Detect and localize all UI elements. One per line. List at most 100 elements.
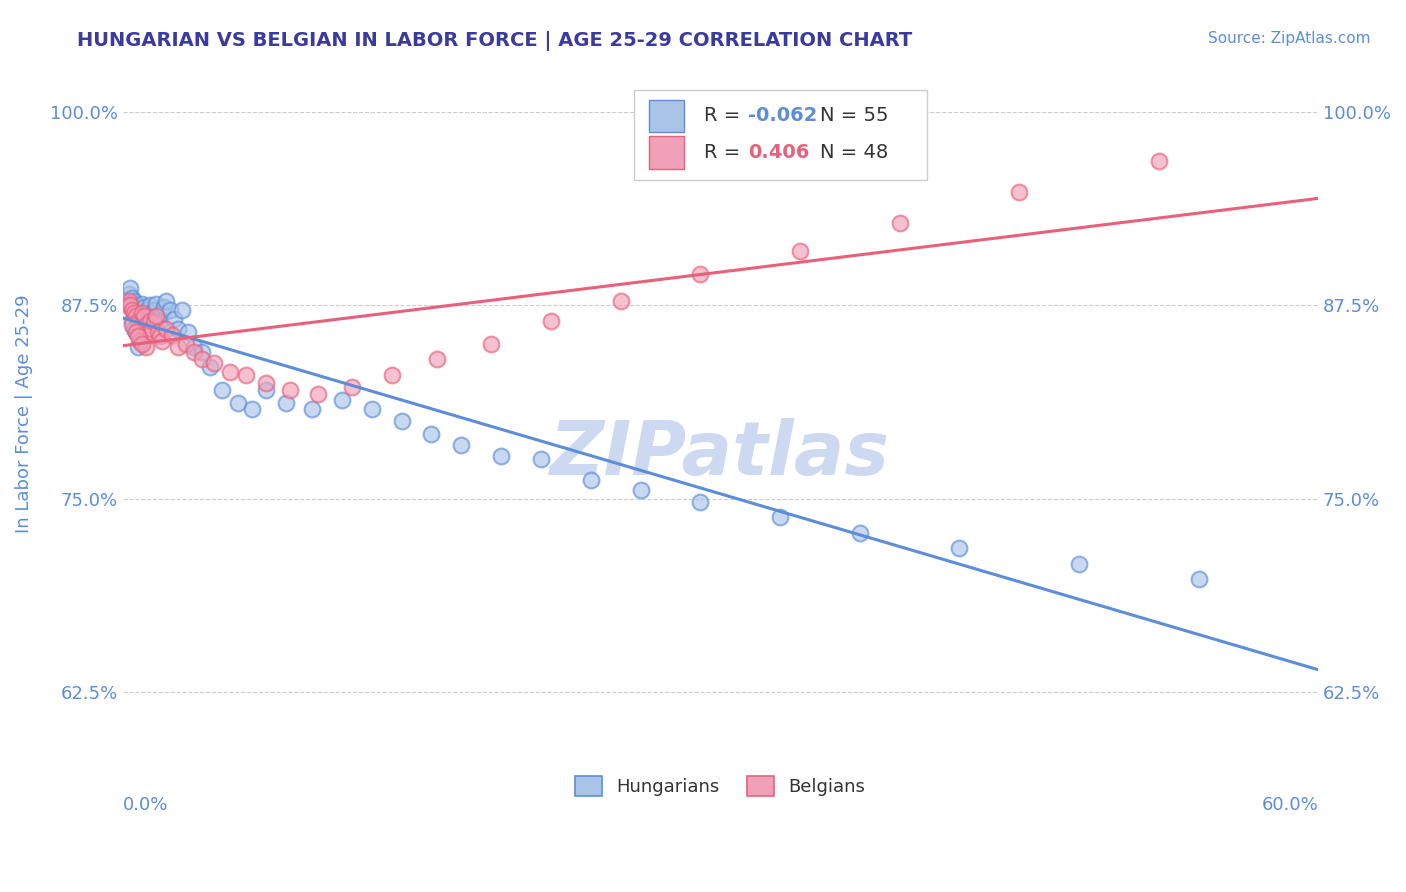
Point: [162, 327, 184, 342]
Point: [121, 318, 143, 333]
Point: [139, 298, 162, 312]
Point: [200, 360, 222, 375]
Point: [540, 314, 562, 328]
Point: [117, 293, 139, 308]
Point: [889, 216, 911, 230]
Point: [689, 495, 711, 509]
Point: [121, 302, 143, 317]
Point: [301, 402, 323, 417]
Text: HUNGARIAN VS BELGIAN IN LABOR FORCE | AGE 25-29 CORRELATION CHART: HUNGARIAN VS BELGIAN IN LABOR FORCE | AG…: [77, 31, 912, 51]
Point: [134, 300, 156, 314]
Point: [129, 318, 152, 333]
Point: [141, 306, 163, 320]
Point: [489, 449, 512, 463]
Point: [789, 244, 811, 258]
Point: [150, 306, 173, 320]
Point: [143, 302, 166, 317]
Point: [211, 384, 233, 398]
Point: [307, 386, 329, 401]
Point: [479, 337, 502, 351]
Point: [254, 376, 277, 390]
Point: [769, 510, 792, 524]
Point: [360, 402, 382, 417]
Point: [202, 355, 225, 369]
Point: [274, 396, 297, 410]
Point: [115, 293, 138, 308]
Point: [167, 321, 190, 335]
Point: [124, 306, 146, 320]
Point: [450, 438, 472, 452]
Point: [235, 368, 257, 382]
Point: [149, 329, 172, 343]
Point: [391, 414, 413, 428]
Point: [131, 306, 153, 320]
Point: [141, 321, 163, 335]
Point: [125, 325, 148, 339]
Point: [150, 334, 173, 348]
Point: [530, 451, 553, 466]
Text: Source: ZipAtlas.com: Source: ZipAtlas.com: [1208, 31, 1371, 46]
Point: [1008, 186, 1031, 200]
Point: [145, 297, 167, 311]
Point: [159, 302, 181, 317]
Point: [630, 483, 652, 497]
Text: 0.0%: 0.0%: [122, 797, 167, 814]
Text: -0.062: -0.062: [748, 106, 817, 126]
Point: [177, 325, 200, 339]
Y-axis label: In Labor Force | Age 25-29: In Labor Force | Age 25-29: [15, 294, 32, 533]
Point: [120, 281, 142, 295]
Point: [174, 337, 197, 351]
Point: [689, 268, 711, 282]
Text: 0.406: 0.406: [748, 144, 810, 162]
Point: [340, 380, 363, 394]
Point: [155, 321, 177, 335]
Point: [226, 396, 249, 410]
Point: [148, 309, 170, 323]
Point: [135, 318, 157, 333]
Point: [129, 306, 152, 320]
Point: [134, 309, 156, 323]
Point: [183, 344, 205, 359]
Point: [135, 309, 157, 323]
Point: [124, 321, 146, 335]
Point: [129, 334, 152, 348]
Point: [254, 384, 277, 398]
Point: [380, 368, 402, 382]
Point: [135, 340, 157, 354]
Text: N = 55: N = 55: [820, 106, 889, 126]
Point: [330, 392, 353, 407]
Point: [849, 525, 872, 540]
Point: [125, 325, 148, 339]
Point: [143, 315, 166, 329]
Point: [139, 314, 162, 328]
Point: [1067, 557, 1090, 571]
Point: [121, 291, 143, 305]
Point: [127, 314, 149, 328]
Point: [145, 309, 167, 323]
Text: 60.0%: 60.0%: [1261, 797, 1319, 814]
Point: [191, 344, 214, 359]
Point: [125, 298, 148, 312]
Point: [124, 293, 146, 308]
Point: [1187, 573, 1209, 587]
Point: [183, 340, 205, 354]
Point: [191, 352, 214, 367]
Text: R =: R =: [703, 144, 747, 162]
Text: N = 48: N = 48: [820, 144, 887, 162]
Point: [131, 337, 153, 351]
Point: [579, 473, 602, 487]
Point: [127, 302, 149, 317]
Point: [117, 287, 139, 301]
Point: [278, 384, 301, 398]
Point: [420, 426, 443, 441]
Point: [172, 302, 194, 317]
FancyBboxPatch shape: [634, 90, 927, 180]
Point: [1147, 154, 1170, 169]
FancyBboxPatch shape: [648, 136, 685, 169]
Point: [609, 293, 631, 308]
Point: [148, 325, 170, 339]
Point: [115, 298, 138, 312]
Point: [240, 402, 263, 417]
Point: [163, 312, 186, 326]
Text: ZIPatlas: ZIPatlas: [550, 418, 890, 491]
